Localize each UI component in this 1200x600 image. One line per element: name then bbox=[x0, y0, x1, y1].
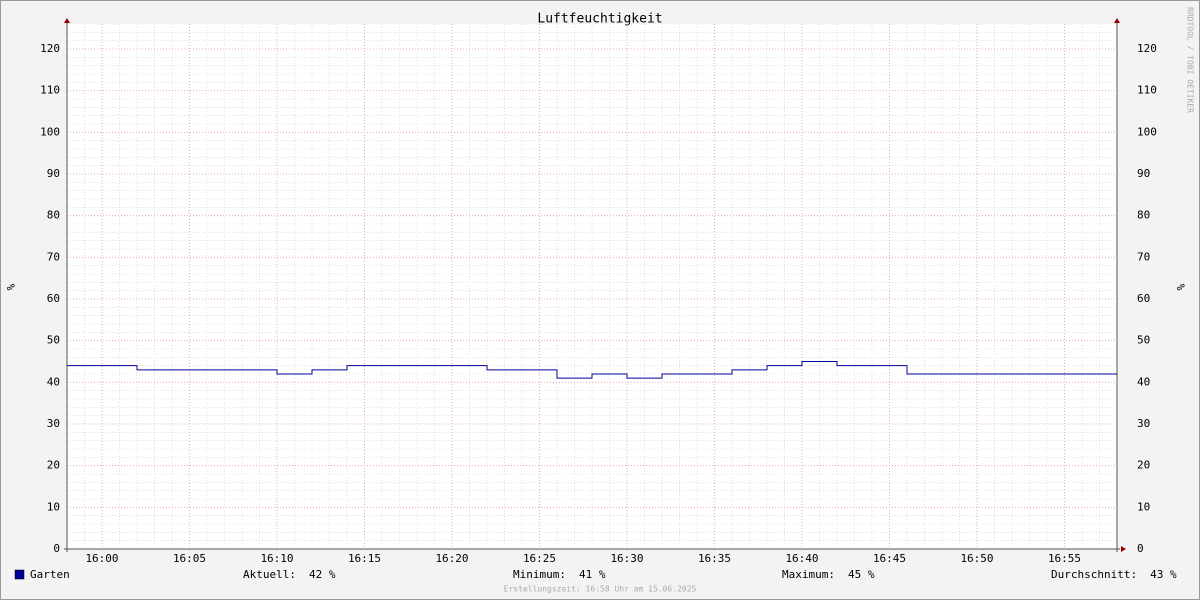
legend-label: Garten bbox=[30, 568, 70, 581]
y-tick-label: 70 bbox=[47, 250, 60, 263]
series-line bbox=[67, 361, 1117, 379]
y2-tick-label: 90 bbox=[1137, 167, 1150, 180]
y-tick-label: 40 bbox=[47, 375, 60, 388]
y2-tick-label: 0 bbox=[1137, 542, 1144, 555]
axis-arrow bbox=[1121, 546, 1126, 552]
y-axis-label: % bbox=[4, 284, 17, 291]
y-tick-label: 60 bbox=[47, 292, 60, 305]
y-tick-label: 110 bbox=[40, 84, 60, 97]
y-tick-label: 10 bbox=[47, 500, 60, 513]
y2-tick-label: 80 bbox=[1137, 209, 1150, 222]
y-tick-label: 80 bbox=[47, 209, 60, 222]
stat-value: 45 % bbox=[848, 568, 875, 581]
y2-tick-label: 30 bbox=[1137, 417, 1150, 430]
x-tick-label: 16:55 bbox=[1048, 552, 1081, 565]
y2-tick-label: 40 bbox=[1137, 375, 1150, 388]
y-tick-label: 20 bbox=[47, 459, 60, 472]
y2-tick-label: 110 bbox=[1137, 84, 1157, 97]
y2-tick-label: 120 bbox=[1137, 42, 1157, 55]
x-tick-label: 16:50 bbox=[960, 552, 993, 565]
x-tick-label: 16:35 bbox=[698, 552, 731, 565]
x-tick-label: 16:25 bbox=[523, 552, 556, 565]
x-tick-label: 16:00 bbox=[85, 552, 118, 565]
axis-arrow bbox=[1114, 18, 1120, 23]
stat-label: Aktuell: bbox=[243, 568, 296, 581]
y2-tick-label: 60 bbox=[1137, 292, 1150, 305]
x-tick-label: 16:05 bbox=[173, 552, 206, 565]
x-tick-label: 16:10 bbox=[260, 552, 293, 565]
y2-tick-label: 50 bbox=[1137, 334, 1150, 347]
stat-value: 41 % bbox=[579, 568, 606, 581]
y2-tick-label: 70 bbox=[1137, 250, 1150, 263]
stat-label: Maximum: bbox=[782, 568, 835, 581]
y-tick-label: 100 bbox=[40, 125, 60, 138]
x-tick-label: 16:20 bbox=[435, 552, 468, 565]
stat-label: Minimum: bbox=[513, 568, 566, 581]
y-tick-label: 90 bbox=[47, 167, 60, 180]
watermark: RRDTOOL / TOBI OETIKER bbox=[1186, 7, 1195, 113]
x-tick-label: 16:40 bbox=[785, 552, 818, 565]
footer: Erstellungszeit: 16:58 Uhr am 15.06.2025 bbox=[504, 585, 697, 594]
y-tick-label: 50 bbox=[47, 334, 60, 347]
y2-axis-label: % bbox=[1174, 284, 1187, 291]
y2-tick-label: 10 bbox=[1137, 500, 1150, 513]
axis-arrow bbox=[64, 18, 70, 23]
y2-tick-label: 100 bbox=[1137, 125, 1157, 138]
x-tick-label: 16:30 bbox=[610, 552, 643, 565]
x-tick-label: 16:15 bbox=[348, 552, 381, 565]
stat-value: 42 % bbox=[309, 568, 336, 581]
x-tick-label: 16:45 bbox=[873, 552, 906, 565]
chart-title: Luftfeuchtigkeit bbox=[537, 12, 662, 27]
stat-label: Durchschnitt: bbox=[1051, 568, 1137, 581]
y-tick-label: 30 bbox=[47, 417, 60, 430]
y2-tick-label: 20 bbox=[1137, 459, 1150, 472]
stat-value: 43 % bbox=[1150, 568, 1177, 581]
legend-swatch bbox=[14, 569, 25, 580]
y-tick-label: 0 bbox=[53, 542, 60, 555]
y-tick-label: 120 bbox=[40, 42, 60, 55]
